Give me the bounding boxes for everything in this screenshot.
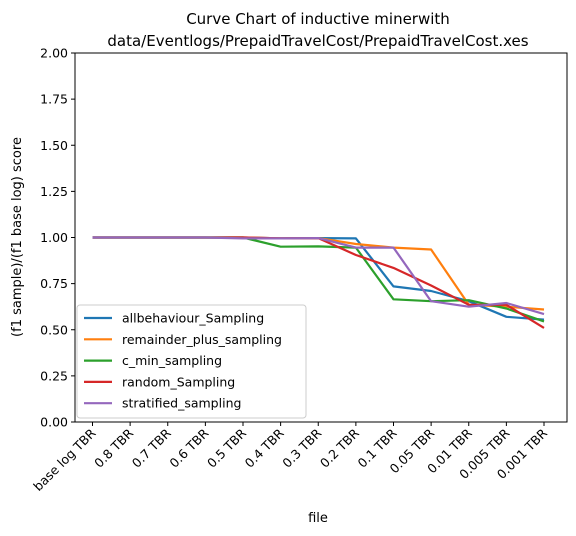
x-tick-label: 0.2 TBR [317, 425, 362, 470]
y-tick-label: 1.25 [40, 184, 68, 199]
x-tick-label: 0.7 TBR [129, 425, 174, 470]
x-tick-label: 0.5 TBR [204, 425, 249, 470]
y-tick-label: 0.25 [40, 368, 68, 383]
legend-label: allbehaviour_Sampling [122, 311, 264, 326]
y-tick-label: 1.50 [40, 138, 68, 153]
y-tick-label: 0.50 [40, 322, 68, 337]
y-tick-label: 2.00 [40, 46, 68, 61]
x-axis-label: file [308, 511, 328, 526]
chart-title-line2: data/Eventlogs/PrepaidTravelCost/Prepaid… [107, 32, 528, 50]
x-tick-label: 0.6 TBR [166, 425, 211, 470]
x-tick-label: 0.8 TBR [91, 425, 136, 470]
y-tick-label: 1.75 [40, 92, 68, 107]
y-tick-label: 1.00 [40, 230, 68, 245]
legend: allbehaviour_Sampling remainder_plus_samp… [77, 305, 306, 418]
legend-label: c_min_sampling [122, 353, 222, 368]
x-tick-label: base log TBR [30, 425, 99, 494]
y-tick-label: 0.00 [40, 415, 68, 430]
x-tick-label: 0.4 TBR [242, 425, 287, 470]
chart-title-line1: Curve Chart of inductive minerwith [186, 10, 450, 28]
legend-label: remainder_plus_sampling [122, 332, 282, 347]
series-line-remainder_plus_sampling [93, 238, 545, 310]
y-tick-label: 0.75 [40, 276, 68, 291]
x-tick-label: 0.3 TBR [279, 425, 324, 470]
legend-label: random_Sampling [122, 374, 235, 389]
y-axis-label: (f1 sample)/(f1 base log) score [10, 137, 25, 337]
legend-label: stratified_sampling [122, 396, 241, 411]
